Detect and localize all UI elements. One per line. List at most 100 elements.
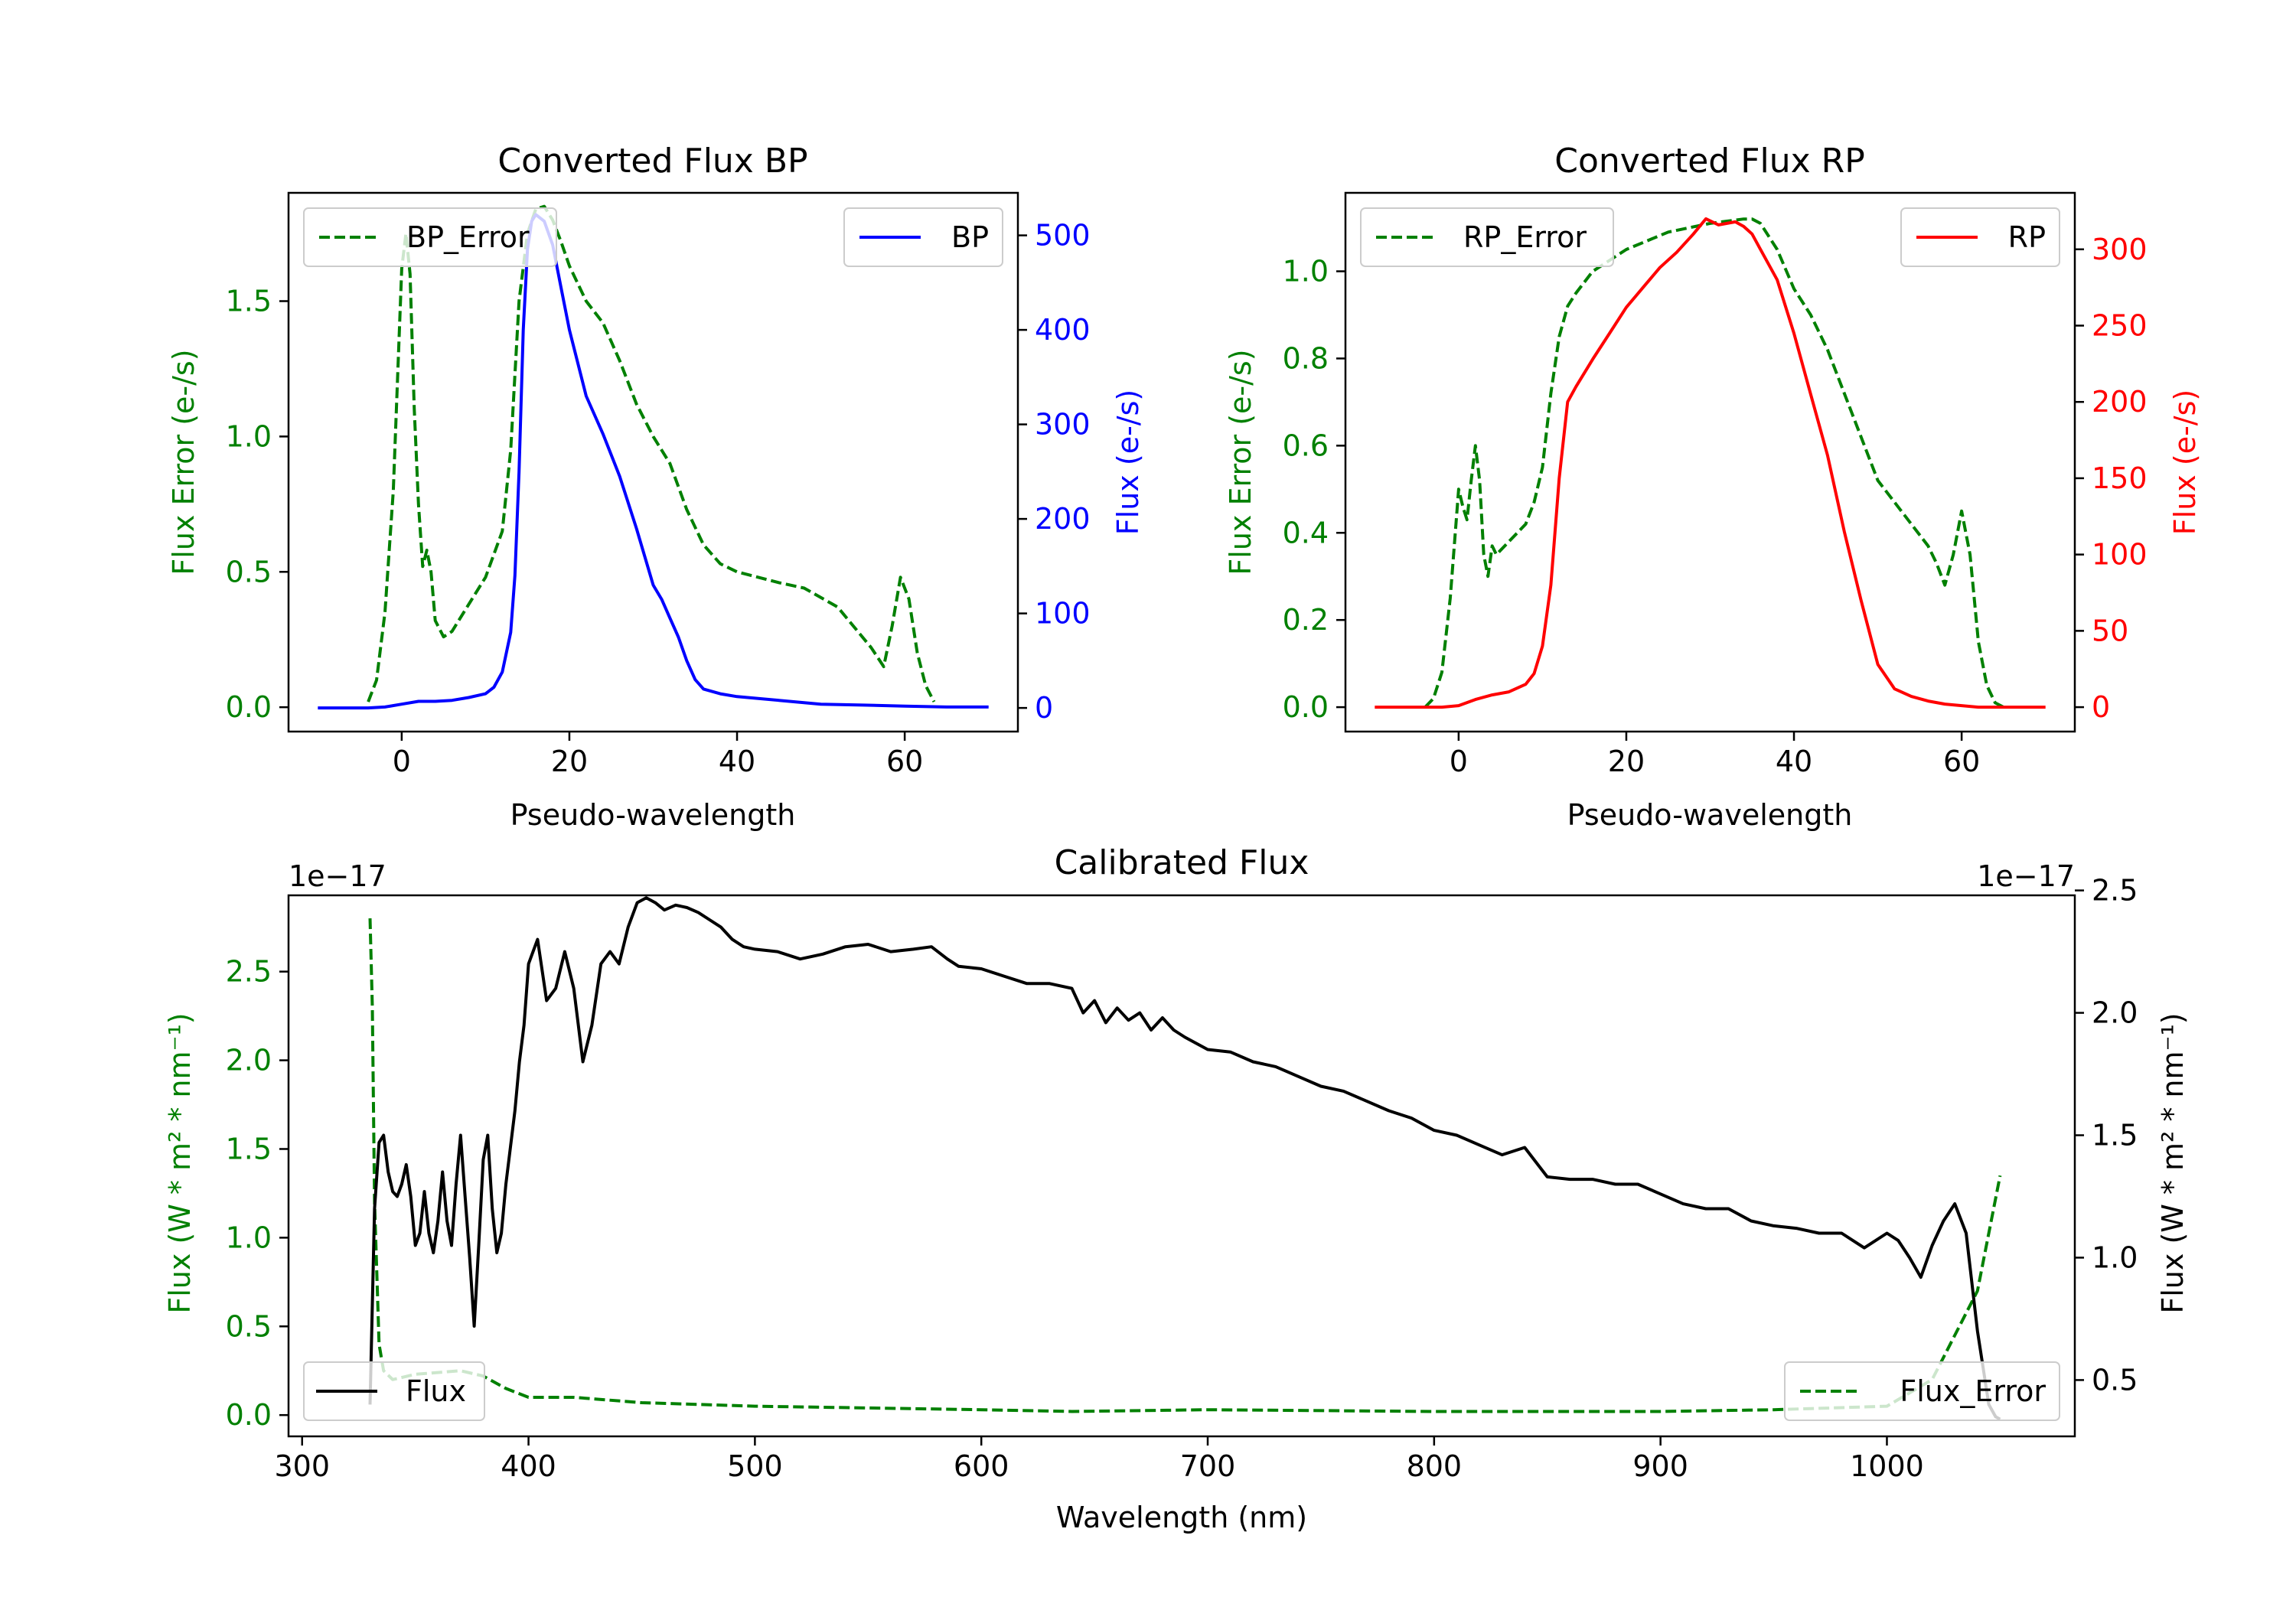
cal-ytick-left-label-0: 0.0 (226, 1398, 272, 1432)
bp-title: Converted Flux BP (497, 142, 807, 181)
panel-converted-flux-rp: Converted Flux RP Pseudo-wavelength Flux… (1224, 142, 2202, 832)
cal-xtick-label-2: 500 (727, 1449, 783, 1483)
bp-ytick-right-label-5: 500 (1035, 219, 1091, 253)
cal-ylabel-right: Flux (W * m² * nm⁻¹) (2156, 1012, 2190, 1313)
bp-series-bp-line (318, 213, 989, 710)
bp-lines (318, 204, 989, 710)
bp-ylabel-right: Flux (e-/s) (1111, 390, 1145, 535)
bp-xlabel: Pseudo-wavelength (510, 798, 796, 832)
cal-ytick-right-label-4: 2.5 (2092, 874, 2138, 908)
rp-ytick-left-label-1: 0.2 (1283, 603, 1329, 637)
rp-xlabel: Pseudo-wavelength (1567, 798, 1853, 832)
bp-legend-left-label: BP_Error (406, 220, 530, 254)
cal-xtick-label-3: 600 (954, 1449, 1009, 1483)
cal-offset-left: 1e−17 (289, 859, 386, 893)
cal-ytick-left-label-2: 1.0 (226, 1221, 272, 1254)
bp-ytick-left-label-3: 1.5 (226, 285, 272, 318)
cal-xlabel: Wavelength (nm) (1056, 1501, 1307, 1534)
bp-ytick-left-label-2: 1.0 (226, 419, 272, 453)
cal-xtick-label-0: 300 (274, 1449, 330, 1483)
cal-xtick-label-1: 400 (501, 1449, 556, 1483)
cal-title: Calibrated Flux (1055, 843, 1309, 882)
cal-legend-right-box (1784, 1361, 2060, 1421)
rp-ytick-left-label-3: 0.6 (1283, 429, 1329, 462)
rp-ytick-right-label-0: 0 (2092, 690, 2110, 724)
rp-ytick-left-label-5: 1.0 (1283, 255, 1329, 288)
bp-ytick-right-label-0: 0 (1035, 691, 1053, 725)
bp-xtick-label-2: 40 (719, 745, 755, 778)
bp-ytick-right-label-1: 100 (1035, 597, 1091, 631)
cal-ticks: 300 400 500 600 700 800 900 1000 0.0 0.5 1.0 1.5 2.0… (226, 874, 2138, 1483)
rp-ytick-left-label-4: 0.8 (1283, 341, 1329, 375)
rp-xtick-label-1: 20 (1608, 745, 1645, 778)
bp-xtick-label-1: 20 (551, 745, 588, 778)
cal-ytick-right-label-3: 2.0 (2092, 996, 2138, 1030)
rp-legend-right-label: RP (2008, 220, 2046, 254)
cal-xtick-label-7: 1000 (1850, 1449, 1924, 1483)
rp-legend-left-box (1360, 207, 1614, 267)
bp-ytick-right-label-2: 200 (1035, 502, 1091, 536)
cal-legend-right: Flux_Error (1784, 1361, 2060, 1421)
cal-legend-left-label: Flux (406, 1374, 466, 1408)
rp-ylabel-right: Flux (e-/s) (2168, 390, 2202, 535)
bp-legend-right: BP (843, 207, 1003, 267)
rp-xtick-label-3: 60 (1943, 745, 1980, 778)
cal-ytick-left-label-4: 2.0 (226, 1044, 272, 1077)
bp-axes-frame (287, 191, 1019, 733)
cal-xtick-label-6: 900 (1632, 1449, 1688, 1483)
bp-ytick-left-label-0: 0.0 (226, 690, 272, 724)
bp-ytick-right-label-3: 300 (1035, 408, 1091, 442)
cal-xtick-label-4: 700 (1180, 1449, 1236, 1483)
bp-ytick-right-label-4: 400 (1035, 313, 1091, 347)
cal-ytick-right-label-2: 1.5 (2092, 1119, 2138, 1152)
rp-ticks: 0 20 40 60 0.0 0.2 0.4 0.6 0.8 1.0 0 50 100 150 200 250… (1283, 233, 2148, 778)
cal-legend-right-label: Flux_Error (1900, 1374, 2046, 1408)
rp-title: Converted Flux RP (1554, 142, 1865, 181)
cal-axes-frame (287, 894, 2076, 1438)
rp-ytick-right-label-6: 300 (2092, 233, 2148, 266)
rp-series-rp-error-line (1424, 217, 2004, 709)
cal-legend-left-box (303, 1361, 485, 1421)
cal-xtick-label-5: 800 (1407, 1449, 1463, 1483)
bp-xtick-label-3: 60 (886, 745, 923, 778)
rp-legend-left: RP_Error (1360, 207, 1614, 267)
bp-ylabel-left: Flux Error (e-/s) (167, 349, 201, 575)
cal-ytick-left-label-1: 0.5 (226, 1309, 272, 1343)
rp-ytick-right-label-1: 50 (2092, 614, 2128, 647)
bp-legend-left: BP_Error (303, 207, 557, 267)
rp-series-rp-line (1375, 217, 2046, 709)
rp-legend-left-label: RP_Error (1463, 220, 1587, 254)
bp-legend-left-box (303, 207, 557, 267)
bp-xtick-label-0: 0 (393, 745, 411, 778)
bp-series-bp-error-line (367, 204, 936, 703)
cal-ytick-left-label-5: 2.5 (226, 955, 272, 989)
rp-ytick-right-label-4: 200 (2092, 385, 2148, 419)
rp-ylabel-left: Flux Error (e-/s) (1224, 349, 1257, 575)
bp-ytick-left-label-1: 0.5 (226, 555, 272, 588)
cal-ytick-right-label-1: 1.0 (2092, 1240, 2138, 1274)
cal-ytick-left-label-3: 1.5 (226, 1132, 272, 1165)
cal-series-flux-error-line (368, 918, 2002, 1413)
rp-legend-right-box (1900, 207, 2060, 267)
bp-legend-right-box (843, 207, 1003, 267)
cal-lines (368, 896, 2002, 1421)
panel-calibrated-flux: Calibrated Flux Wavelength (nm) 1e−17 1e… (163, 843, 2190, 1534)
panel-converted-flux-bp: Converted Flux BP Pseudo-wavelength Flux… (167, 142, 1145, 832)
bp-legend-right-label: BP (951, 220, 989, 254)
rp-ytick-left-label-2: 0.4 (1283, 516, 1329, 549)
cal-legend-left: Flux (303, 1361, 485, 1421)
rp-xtick-label-2: 40 (1776, 745, 1812, 778)
rp-ytick-right-label-2: 100 (2092, 538, 2148, 572)
rp-ytick-left-label-0: 0.0 (1283, 690, 1329, 724)
cal-offset-right: 1e−17 (1977, 859, 2075, 893)
cal-ylabel-left: Flux (W * m² * nm⁻¹) (163, 1012, 197, 1313)
rp-axes-frame (1344, 191, 2076, 733)
rp-ytick-right-label-3: 150 (2092, 461, 2148, 495)
cal-series-flux-line (368, 896, 2001, 1421)
rp-xtick-label-0: 0 (1450, 745, 1468, 778)
rp-legend-right: RP (1900, 207, 2060, 267)
rp-ytick-right-label-5: 250 (2092, 309, 2148, 343)
rp-lines (1375, 217, 2046, 709)
cal-ytick-right-label-0: 0.5 (2092, 1363, 2138, 1397)
